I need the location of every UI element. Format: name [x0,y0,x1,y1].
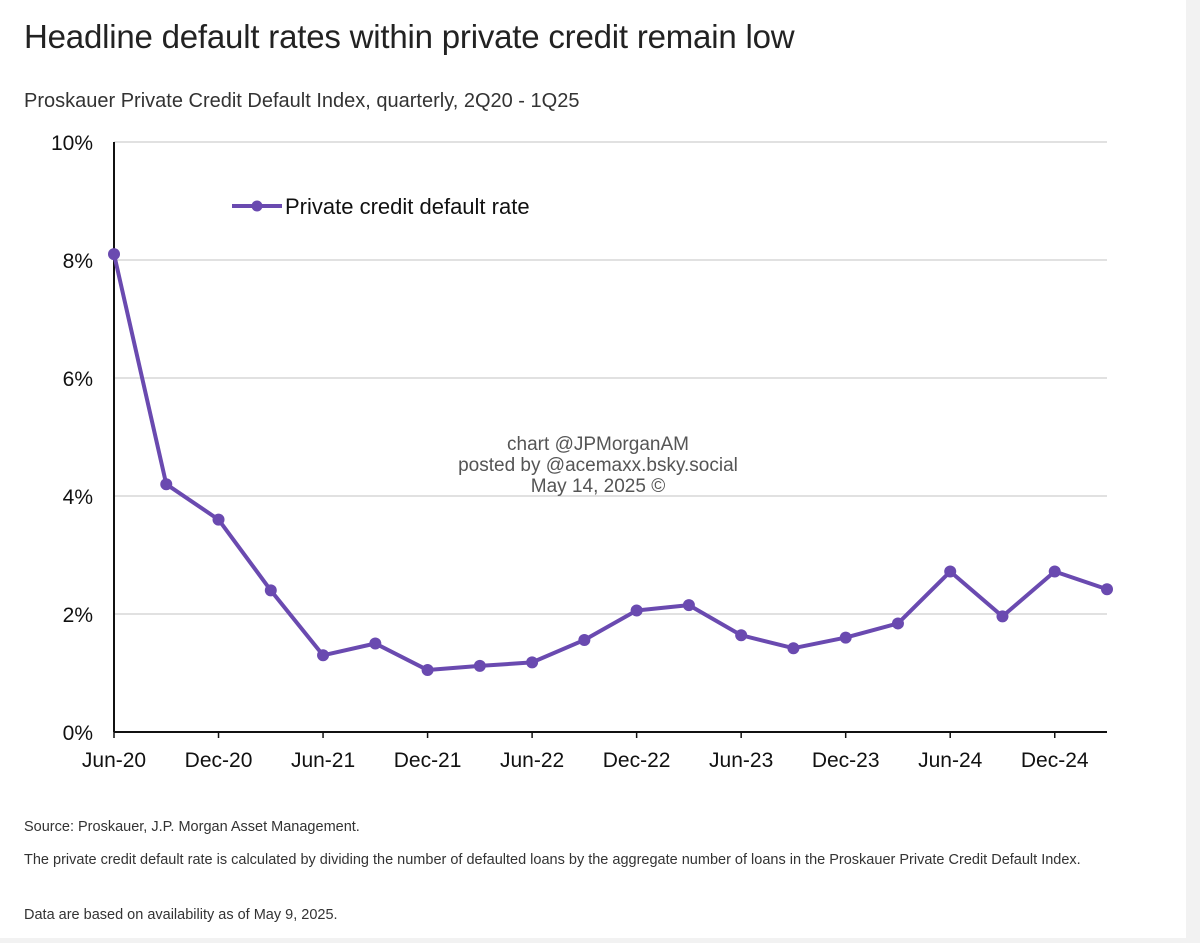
data-point[interactable] [369,637,382,650]
x-tick-label: Dec-20 [185,749,253,772]
data-point[interactable] [996,610,1009,623]
y-tick-label: 8% [63,250,93,273]
watermark-line-3: May 14, 2025 © [531,476,665,497]
data-point[interactable] [317,649,330,662]
series-private-credit-default-rate [108,248,1113,677]
data-point[interactable] [735,629,748,642]
data-point[interactable] [944,565,957,578]
x-tick-label: Dec-21 [394,749,462,772]
watermark-line-2: posted by @acemaxx.bsky.social [458,455,738,476]
x-tick-label: Dec-22 [603,749,671,772]
data-point[interactable] [108,248,120,261]
data-point[interactable] [421,664,434,677]
data-point[interactable] [839,631,852,644]
data-point[interactable] [891,617,904,630]
x-tick-labels: Jun-20 Dec-20 Jun-21 Dec-21 Jun-22 Dec-22 Jun-… [82,732,1089,772]
definition-note: The private credit default rate is calcu… [24,852,1081,868]
x-tick-label: Jun-23 [709,749,773,772]
y-tick-labels: 0% 2% 4% 6% 8% 10% [51,132,93,745]
watermark: chart @JPMorganAM posted by @acemaxx.bsk… [458,434,738,497]
line-chart: 0%2%4%6%8%10% Jun-20 Dec-20 Jun-21 Dec-21 Ju… [51,132,1113,772]
page-title: Headline default rates within private cr… [24,18,795,55]
legend-label[interactable]: Private credit default rate [285,194,530,219]
gridlines [114,141,1107,615]
x-tick-label: Jun-22 [500,749,564,772]
x-tick-label: Jun-24 [918,749,983,772]
x-tick-label: Dec-24 [1021,749,1089,772]
legend: Private credit default rate [232,194,530,219]
y-tick-label: 2% [63,604,93,627]
data-point[interactable] [212,513,225,526]
x-tick-label: Jun-20 [82,749,146,772]
y-tick-label: 10% [51,132,93,155]
data-point[interactable] [630,604,643,617]
availability-note: Data are based on availability as of May… [24,907,338,923]
data-point[interactable] [1101,583,1113,596]
chart-subtitle: Proskauer Private Credit Default Index, … [24,90,580,112]
legend-marker [251,200,263,212]
data-point[interactable] [526,656,539,669]
series-line [112,253,1108,673]
y-tick-label: 6% [63,368,93,391]
y-tick-label: 4% [63,486,93,509]
source-note: Source: Proskauer, J.P. Morgan Asset Man… [24,819,360,835]
y-tick-label: 0% [63,722,93,745]
data-point[interactable] [682,599,695,612]
data-point[interactable] [264,584,277,597]
data-point[interactable] [1048,565,1061,578]
data-point[interactable] [787,642,800,655]
data-point[interactable] [160,478,173,491]
data-point[interactable] [578,633,591,646]
watermark-line-1: chart @JPMorganAM [507,434,689,455]
axes [113,142,1107,733]
x-tick-label: Jun-21 [291,749,355,772]
x-tick-label: Dec-23 [812,749,880,772]
data-point[interactable] [473,659,486,672]
